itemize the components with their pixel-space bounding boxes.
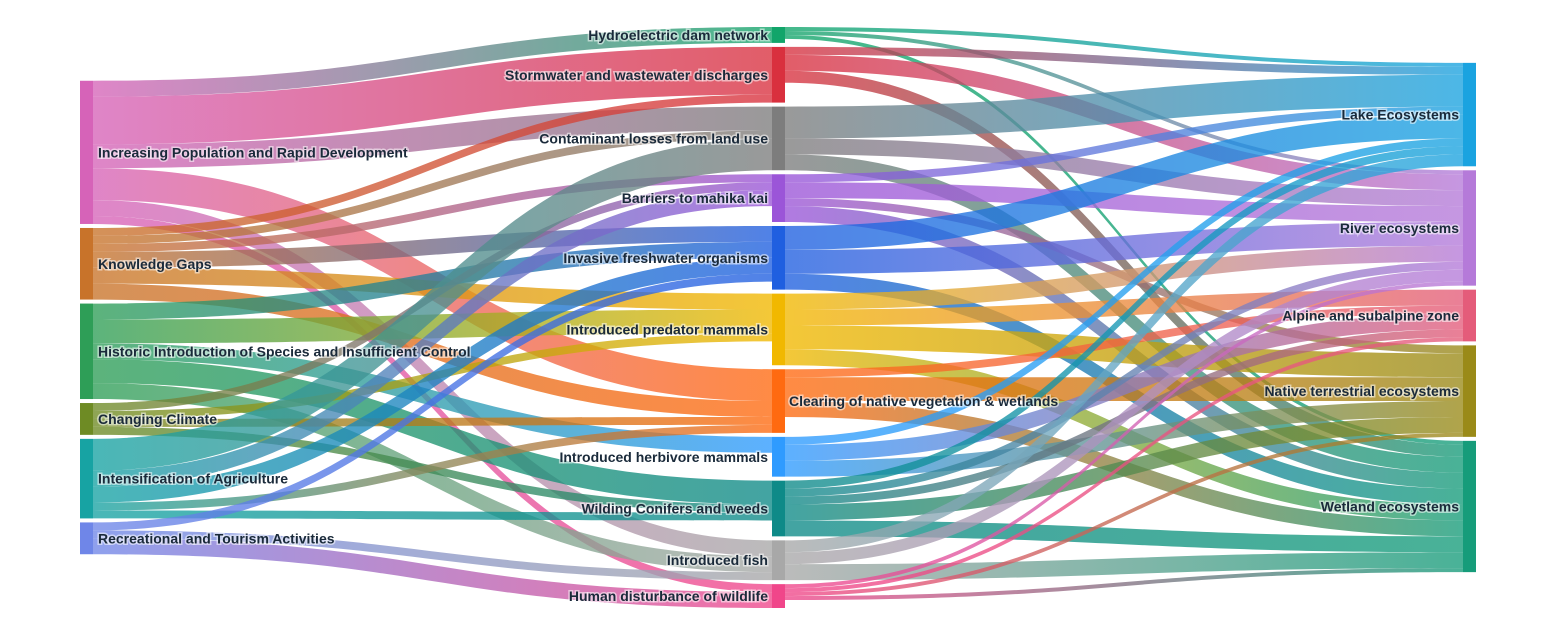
link-pop-to-cont[interactable] bbox=[93, 106, 772, 169]
node-label-lake: Lake Ecosystems bbox=[1341, 107, 1459, 123]
node-cont[interactable] bbox=[772, 106, 785, 171]
link-storm-to-wet[interactable] bbox=[785, 70, 1463, 457]
node-label-clear: Clearing of native vegetation & wetlands bbox=[789, 393, 1058, 409]
node-label-hydro: Hydroelectric dam network bbox=[588, 27, 768, 43]
link-barr-to-lake[interactable] bbox=[785, 106, 1463, 183]
link-know-to-barr[interactable] bbox=[93, 174, 772, 252]
node-label-herb: Introduced herbivore mammals bbox=[559, 449, 768, 465]
sankey-links bbox=[93, 27, 1463, 608]
node-label-storm: Stormwater and wastewater discharges bbox=[505, 67, 768, 83]
link-hist-to-inv[interactable] bbox=[93, 241, 772, 320]
node-know[interactable] bbox=[80, 227, 93, 300]
node-pop[interactable] bbox=[80, 80, 93, 224]
node-rec[interactable] bbox=[80, 522, 93, 555]
link-clear-to-alp[interactable] bbox=[785, 305, 1463, 378]
link-barr-to-river[interactable] bbox=[785, 182, 1463, 223]
node-label-rec: Recreational and Tourism Activities bbox=[98, 530, 335, 546]
link-hum-to-river[interactable] bbox=[785, 281, 1463, 589]
link-agri-to-barr[interactable] bbox=[93, 190, 772, 487]
node-herb[interactable] bbox=[772, 436, 785, 477]
link-rec-to-fish[interactable] bbox=[93, 530, 772, 581]
node-hum[interactable] bbox=[772, 584, 785, 608]
node-label-clim: Changing Climate bbox=[98, 411, 217, 427]
link-pop-to-storm[interactable] bbox=[93, 46, 772, 145]
node-inv[interactable] bbox=[772, 225, 785, 290]
link-agri-to-cont[interactable] bbox=[93, 138, 772, 471]
link-agri-to-wild[interactable] bbox=[93, 510, 772, 521]
link-agri-to-inv[interactable] bbox=[93, 257, 772, 503]
node-pred[interactable] bbox=[772, 293, 785, 366]
node-storm[interactable] bbox=[772, 46, 785, 103]
link-fish-to-river[interactable] bbox=[785, 269, 1463, 565]
link-rec-to-inv[interactable] bbox=[93, 273, 772, 531]
link-rec-to-hum[interactable] bbox=[93, 538, 772, 608]
node-river[interactable] bbox=[1463, 170, 1476, 286]
link-wild-to-lake[interactable] bbox=[785, 146, 1463, 489]
link-fish-to-lake[interactable] bbox=[785, 154, 1463, 553]
link-pop-to-hydro[interactable] bbox=[93, 27, 772, 97]
link-hydro-to-lake[interactable] bbox=[785, 27, 1463, 67]
link-herb-to-lake[interactable] bbox=[785, 138, 1463, 445]
node-clim[interactable] bbox=[80, 403, 93, 435]
node-label-wild: Wilding Conifers and weeds bbox=[581, 501, 768, 517]
link-pred-to-river[interactable] bbox=[785, 245, 1463, 310]
link-fish-to-wet[interactable] bbox=[785, 552, 1463, 581]
link-wild-to-nat[interactable] bbox=[785, 416, 1463, 521]
node-wild[interactable] bbox=[772, 480, 785, 537]
node-label-agri: Intensification of Agriculture bbox=[98, 471, 288, 487]
node-agri[interactable] bbox=[80, 438, 93, 519]
link-hum-to-alp[interactable] bbox=[785, 337, 1463, 593]
node-barr[interactable] bbox=[772, 174, 785, 222]
node-hydro[interactable] bbox=[772, 27, 785, 43]
link-know-to-clear[interactable] bbox=[93, 283, 772, 417]
node-label-pred: Introduced predator mammals bbox=[567, 321, 769, 337]
link-inv-to-river[interactable] bbox=[785, 222, 1463, 274]
link-hum-to-nat[interactable] bbox=[785, 432, 1463, 597]
link-pred-to-alp[interactable] bbox=[785, 289, 1463, 326]
node-label-fish: Introduced fish bbox=[667, 552, 768, 568]
node-clear[interactable] bbox=[772, 369, 785, 433]
node-label-pop: Increasing Population and Rapid Developm… bbox=[98, 144, 408, 160]
link-know-to-storm[interactable] bbox=[93, 94, 772, 236]
node-label-river: River ecosystems bbox=[1340, 220, 1459, 236]
link-herb-to-alp[interactable] bbox=[785, 313, 1463, 461]
node-lake[interactable] bbox=[1463, 62, 1476, 167]
link-hist-to-wild[interactable] bbox=[93, 359, 772, 505]
sankey-nodes bbox=[80, 27, 1476, 608]
link-inv-to-lake[interactable] bbox=[785, 114, 1463, 250]
link-cont-to-lake[interactable] bbox=[785, 74, 1463, 139]
sankey-labels: Increasing Population and Rapid Developm… bbox=[97, 25, 1461, 605]
node-label-cont: Contaminant losses from land use bbox=[539, 130, 768, 146]
link-herb-to-nat[interactable] bbox=[785, 401, 1463, 477]
node-fish[interactable] bbox=[772, 540, 785, 581]
node-label-wet: Wetland ecosystems bbox=[1321, 498, 1459, 514]
link-hist-to-pred[interactable] bbox=[93, 309, 772, 344]
node-label-know: Knowledge Gaps bbox=[98, 256, 212, 272]
link-storm-to-lake[interactable] bbox=[785, 46, 1463, 75]
node-hist[interactable] bbox=[80, 303, 93, 400]
link-agri-to-clear[interactable] bbox=[93, 424, 772, 511]
node-label-hum: Human disturbance of wildlife bbox=[569, 588, 768, 604]
node-label-barr: Barriers to mahika kai bbox=[622, 190, 768, 206]
node-label-nat: Native terrestrial ecosystems bbox=[1264, 383, 1459, 399]
node-nat[interactable] bbox=[1463, 345, 1476, 437]
link-know-to-inv[interactable] bbox=[93, 225, 772, 268]
node-label-inv: Invasive freshwater organisms bbox=[563, 250, 768, 266]
link-hist-to-fish[interactable] bbox=[93, 383, 772, 573]
link-know-to-cont[interactable] bbox=[93, 130, 772, 244]
node-label-hist: Historic Introduction of Species and Ins… bbox=[98, 343, 471, 359]
node-alp[interactable] bbox=[1463, 289, 1476, 342]
node-label-alp: Alpine and subalpine zone bbox=[1282, 308, 1459, 324]
link-hum-to-wet[interactable] bbox=[785, 568, 1463, 601]
node-wet[interactable] bbox=[1463, 440, 1476, 573]
link-wild-to-river[interactable] bbox=[785, 261, 1463, 497]
